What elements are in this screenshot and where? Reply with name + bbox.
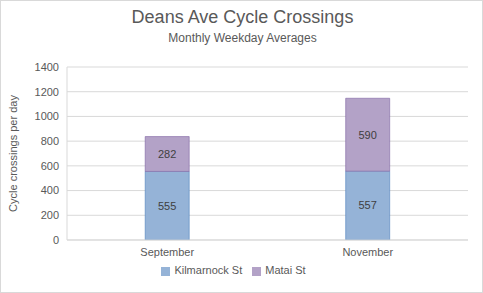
svg-text:600: 600 <box>41 160 59 172</box>
svg-text:1200: 1200 <box>35 86 59 98</box>
html-text:Kilmarnock St: Kilmarnock St <box>174 264 243 276</box>
svg-text:September: September <box>140 246 194 258</box>
html-text:Matai St: Matai St <box>265 264 306 276</box>
svg-text:282: 282 <box>158 148 176 160</box>
svg-text:November: November <box>342 246 393 258</box>
svg-text:1000: 1000 <box>35 110 59 122</box>
svg-text:400: 400 <box>41 184 59 196</box>
html-text:Monthly Weekday Averages: Monthly Weekday Averages <box>168 31 317 45</box>
svg-text:1400: 1400 <box>35 61 59 73</box>
svg-text:557: 557 <box>359 199 377 211</box>
svg-text:0: 0 <box>53 234 59 246</box>
svg-text:Cycle crossings per day: Cycle crossings per day <box>8 95 19 212</box>
svg-text:800: 800 <box>41 135 59 147</box>
svg-text:200: 200 <box>41 209 59 221</box>
html-text:Deans Ave Cycle Crossings: Deans Ave Cycle Crossings <box>131 7 354 27</box>
svg-text:555: 555 <box>158 200 176 212</box>
svg-text:590: 590 <box>359 129 377 141</box>
